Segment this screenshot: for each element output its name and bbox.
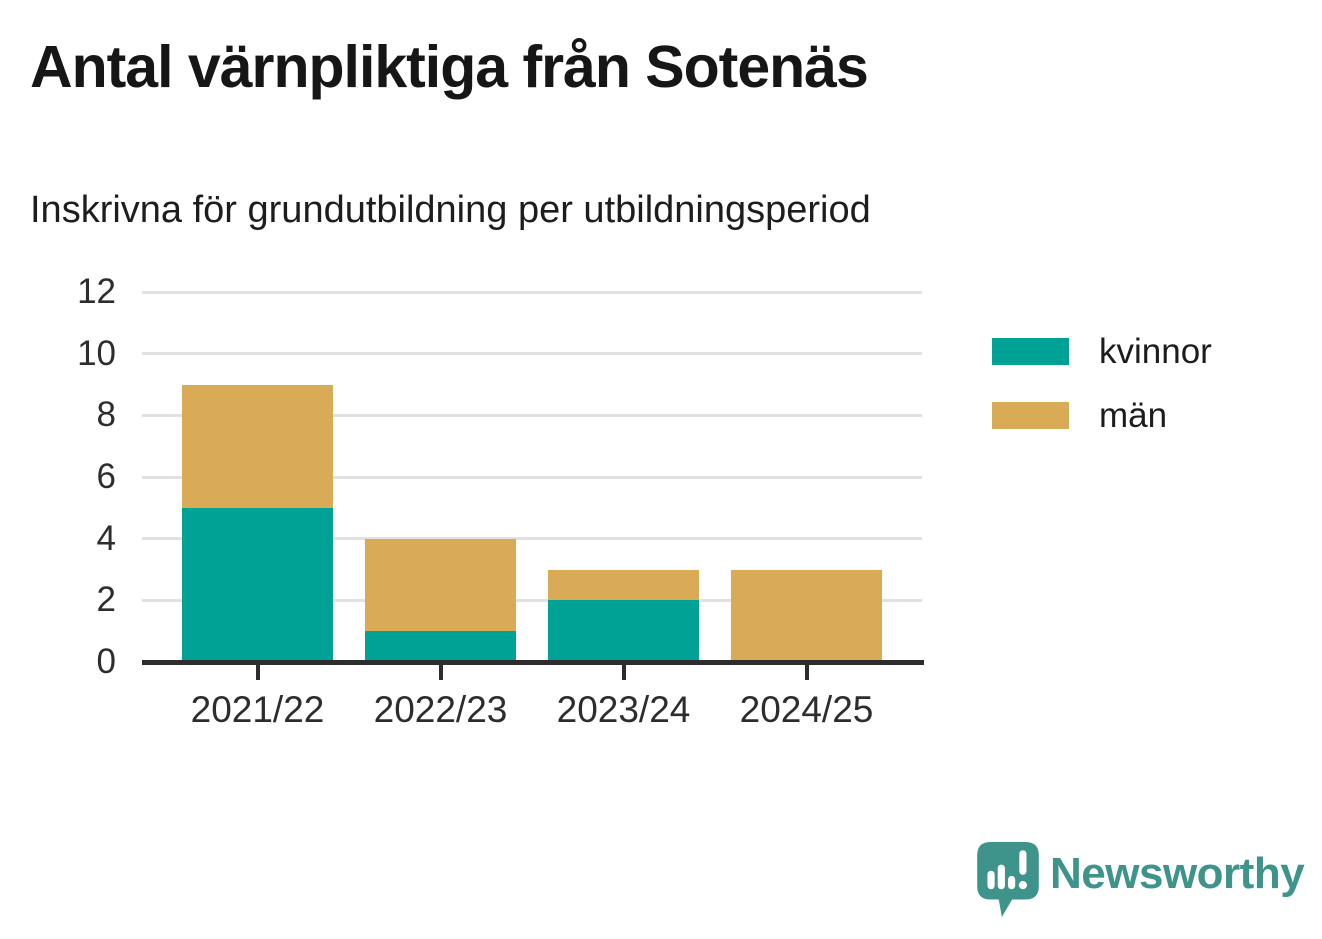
x-tick-label: 2021/22: [190, 689, 325, 730]
x-tick-label: 2024/25: [739, 689, 874, 730]
y-tick-label: 10: [77, 333, 116, 373]
bar-segment: [731, 569, 882, 662]
gridline: [142, 352, 922, 356]
bar-segment: [182, 507, 333, 662]
y-tick-label: 12: [77, 272, 116, 311]
y-tick-label: 6: [96, 457, 116, 496]
legend-item: kvinnor: [992, 334, 1212, 369]
brand-logo: Newsworthy: [977, 842, 1305, 918]
gridline: [142, 598, 922, 602]
legend-label: män: [1099, 396, 1168, 435]
x-tick-mark: [621, 665, 626, 680]
y-tick-label: 2: [96, 580, 116, 620]
x-tick-mark: [255, 665, 260, 680]
legend-label: kvinnor: [1099, 332, 1212, 371]
gridline: [142, 290, 922, 294]
plot-area: [142, 290, 922, 662]
legend: kvinnor män: [992, 334, 1212, 433]
chart-title: Antal värnpliktiga från Sotenäs: [30, 34, 869, 100]
brand-wordmark: Newsworthy: [1050, 849, 1305, 898]
gridline: [142, 537, 922, 541]
newsworthy-bubble-icon: [977, 842, 1039, 917]
legend-swatch: [992, 338, 1069, 365]
gridline: [142, 475, 922, 479]
x-axis-baseline: [142, 660, 924, 665]
bar-segment: [548, 569, 699, 601]
bar-segment: [182, 384, 333, 508]
bar-segment: [365, 538, 516, 632]
chart-subtitle: Inskrivna för grundutbildning per utbild…: [30, 189, 871, 231]
legend-item: män: [992, 398, 1212, 433]
y-axis: 0 2 4 6 8 10 12: [0, 273, 118, 681]
y-tick-label: 8: [96, 395, 116, 435]
x-axis: 2021/22 2022/23 2023/24 2024/25: [142, 660, 922, 745]
x-tick-label: 2022/23: [373, 689, 508, 730]
y-tick-label: 0: [96, 642, 116, 681]
gridline: [142, 413, 922, 417]
y-tick-label: 4: [96, 518, 116, 558]
bar-segment: [365, 631, 516, 662]
x-tick-label: 2023/24: [556, 689, 691, 730]
x-tick-mark: [804, 665, 809, 680]
x-tick-mark: [438, 665, 443, 680]
legend-swatch: [992, 402, 1069, 429]
bar-segment: [548, 600, 699, 662]
